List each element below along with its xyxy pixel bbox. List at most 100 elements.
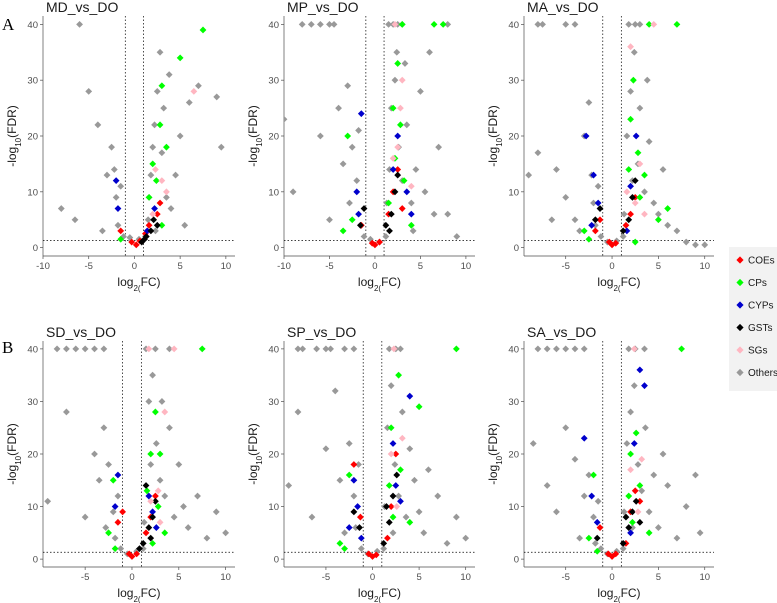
point-others (576, 534, 584, 542)
point-others (330, 20, 338, 28)
points-layer (529, 345, 704, 560)
point-cps (341, 545, 348, 553)
point-others (654, 210, 662, 218)
point-others (590, 199, 597, 207)
legend-label: CPs (748, 278, 767, 289)
point-gsts (393, 471, 401, 479)
series-others (44, 345, 230, 558)
point-sgs (387, 450, 395, 458)
point-coes (365, 550, 373, 558)
point-cps (634, 149, 642, 157)
point-others (571, 216, 579, 224)
point-others (643, 76, 651, 84)
point-others (435, 143, 443, 151)
point-others (327, 345, 334, 353)
point-others (91, 345, 98, 353)
point-cyps (143, 227, 151, 235)
point-coes (398, 205, 406, 212)
point-cps (664, 205, 672, 212)
point-others (443, 539, 451, 547)
point-others (103, 171, 111, 179)
point-others (627, 408, 634, 416)
point-cps (389, 513, 397, 521)
point-others (360, 233, 368, 240)
point-others (619, 545, 627, 553)
legend-key-others (736, 368, 744, 377)
x-tick-label: 10 (460, 572, 471, 583)
x-tick-label: 10 (221, 261, 232, 272)
point-cps (398, 20, 406, 28)
point-others (335, 104, 342, 112)
point-others (562, 345, 570, 353)
series-gsts (591, 177, 639, 235)
legend-key-sgs (736, 346, 744, 354)
point-sgs (650, 20, 658, 28)
point-others (350, 345, 358, 353)
point-others (409, 227, 417, 235)
point-cps (407, 221, 415, 229)
point-sgs (149, 210, 157, 218)
point-cps (109, 476, 117, 484)
point-coes (612, 239, 620, 247)
point-others (289, 188, 297, 196)
series-gsts (357, 171, 402, 235)
point-others (326, 20, 333, 28)
point-others (682, 503, 690, 510)
panel-label-a: A (2, 15, 15, 34)
point-sgs (163, 188, 170, 196)
y-tick-label: 40 (508, 20, 519, 31)
panel-title: MP_vs_DO (287, 0, 359, 15)
y-tick-label: 20 (508, 450, 519, 461)
point-others (650, 199, 658, 207)
point-gsts (391, 188, 399, 196)
panel-title: SA_vs_DO (527, 324, 596, 340)
x-tick-label: 0 (609, 261, 614, 272)
point-others (401, 60, 409, 67)
point-sgs (154, 487, 162, 495)
series-coes (350, 450, 400, 560)
point-cps (158, 221, 166, 229)
x-tick-label: 10 (461, 261, 472, 272)
point-others (444, 20, 452, 28)
point-coes (591, 227, 599, 235)
point-others (701, 241, 709, 249)
point-others (453, 233, 461, 240)
y-tick-label: 30 (508, 397, 519, 408)
point-cps (111, 545, 119, 553)
point-others (313, 345, 321, 353)
point-sgs (638, 455, 646, 463)
point-others (398, 408, 406, 416)
point-gsts (591, 216, 599, 224)
point-others (112, 193, 120, 201)
point-others (385, 20, 392, 28)
point-sgs (641, 210, 648, 218)
point-others (420, 529, 428, 537)
point-others (585, 99, 593, 106)
y-tick-label: 20 (27, 450, 38, 461)
point-sgs (397, 104, 404, 112)
x-tick-label: 0 (129, 572, 134, 583)
y-tick-label: 30 (27, 397, 38, 408)
point-cps (673, 20, 681, 28)
point-cps (590, 471, 597, 479)
point-others (285, 482, 293, 489)
point-coes (622, 221, 630, 229)
x-tick-label: 5 (416, 572, 421, 583)
x-tick-label: 5 (418, 261, 423, 272)
point-cps (387, 424, 395, 432)
point-sgs (170, 345, 178, 353)
point-others (625, 20, 633, 28)
point-others (63, 345, 70, 353)
point-others (397, 345, 404, 353)
point-others (462, 534, 470, 542)
point-sgs (636, 160, 644, 168)
point-others (534, 345, 542, 353)
point-others (160, 104, 168, 112)
point-cyps (345, 524, 353, 531)
point-others (195, 82, 202, 90)
point-cps (158, 82, 166, 90)
point-gsts (357, 221, 364, 229)
point-sgs (407, 182, 415, 190)
point-others (331, 387, 339, 395)
point-cps (415, 403, 423, 411)
